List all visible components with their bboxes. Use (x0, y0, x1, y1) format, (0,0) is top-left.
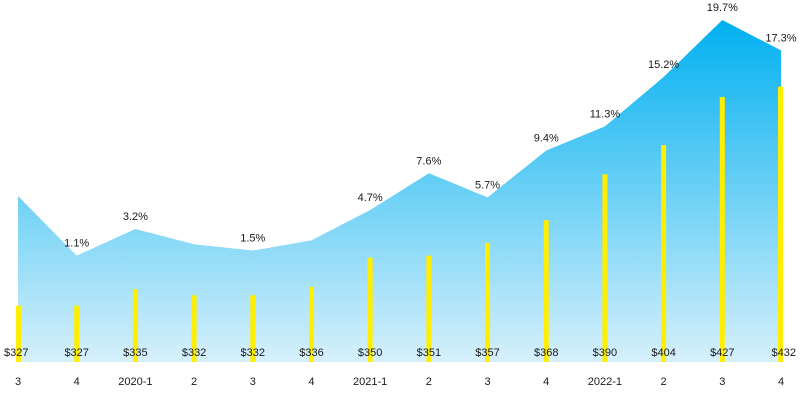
area-data-label: 3.2% (123, 211, 148, 223)
x-tick-label: 2020-1 (118, 376, 152, 388)
bar-data-label: $427 (710, 347, 734, 359)
bar-data-label: $335 (123, 347, 147, 359)
bar-data-label: $332 (241, 347, 265, 359)
bar-data-label: $432 (772, 347, 796, 359)
bar-data-label: $368 (534, 347, 558, 359)
area-data-label: 9.4% (534, 132, 559, 144)
bar (661, 145, 667, 362)
area-series (18, 20, 781, 362)
bar (543, 220, 549, 362)
x-tick-label: 2 (426, 376, 432, 388)
bar-data-label: $350 (358, 347, 382, 359)
x-tick-label: 2022-1 (588, 376, 622, 388)
area-data-label: 17.3% (765, 32, 796, 44)
area-data-label: 7.6% (416, 155, 441, 167)
bar (426, 255, 432, 362)
x-tick-label: 4 (778, 376, 784, 388)
x-tick-label: 4 (74, 376, 80, 388)
bar (191, 295, 197, 362)
bar (74, 305, 80, 362)
area-data-label: 4.7% (358, 192, 383, 204)
bar-data-label: $327 (4, 347, 28, 359)
area-data-label: 11.3% (590, 108, 621, 120)
bar (308, 286, 314, 362)
x-tick-label: 3 (484, 376, 490, 388)
bar (250, 295, 256, 362)
x-tick-label: 4 (308, 376, 314, 388)
bar (719, 97, 725, 362)
bar-data-label: $351 (417, 347, 441, 359)
bar-data-label: $332 (182, 347, 206, 359)
x-tick-label: 3 (15, 376, 21, 388)
bar (485, 243, 491, 362)
bar (16, 305, 21, 362)
x-tick-label: 3 (719, 376, 725, 388)
x-tick-label: 2 (661, 376, 667, 388)
bar (602, 174, 608, 362)
bar (778, 86, 783, 362)
bar-data-label: $327 (64, 347, 88, 359)
x-tick-label: 3 (250, 376, 256, 388)
area-data-label: 5.7% (475, 179, 500, 191)
x-tick-label: 4 (543, 376, 549, 388)
area-data-label: 19.7% (707, 2, 738, 14)
x-tick-label: 2021-1 (353, 376, 387, 388)
bar (132, 289, 138, 362)
area-data-label: 1.5% (240, 233, 265, 245)
area-data-label: 1.1% (64, 238, 89, 250)
bar-data-label: $357 (475, 347, 499, 359)
bar-data-label: $336 (299, 347, 323, 359)
bar-data-label: $404 (651, 347, 675, 359)
area-data-label: 15.2% (648, 59, 679, 71)
bar-data-label: $390 (593, 347, 617, 359)
bar (367, 257, 373, 362)
x-tick-label: 2 (191, 376, 197, 388)
